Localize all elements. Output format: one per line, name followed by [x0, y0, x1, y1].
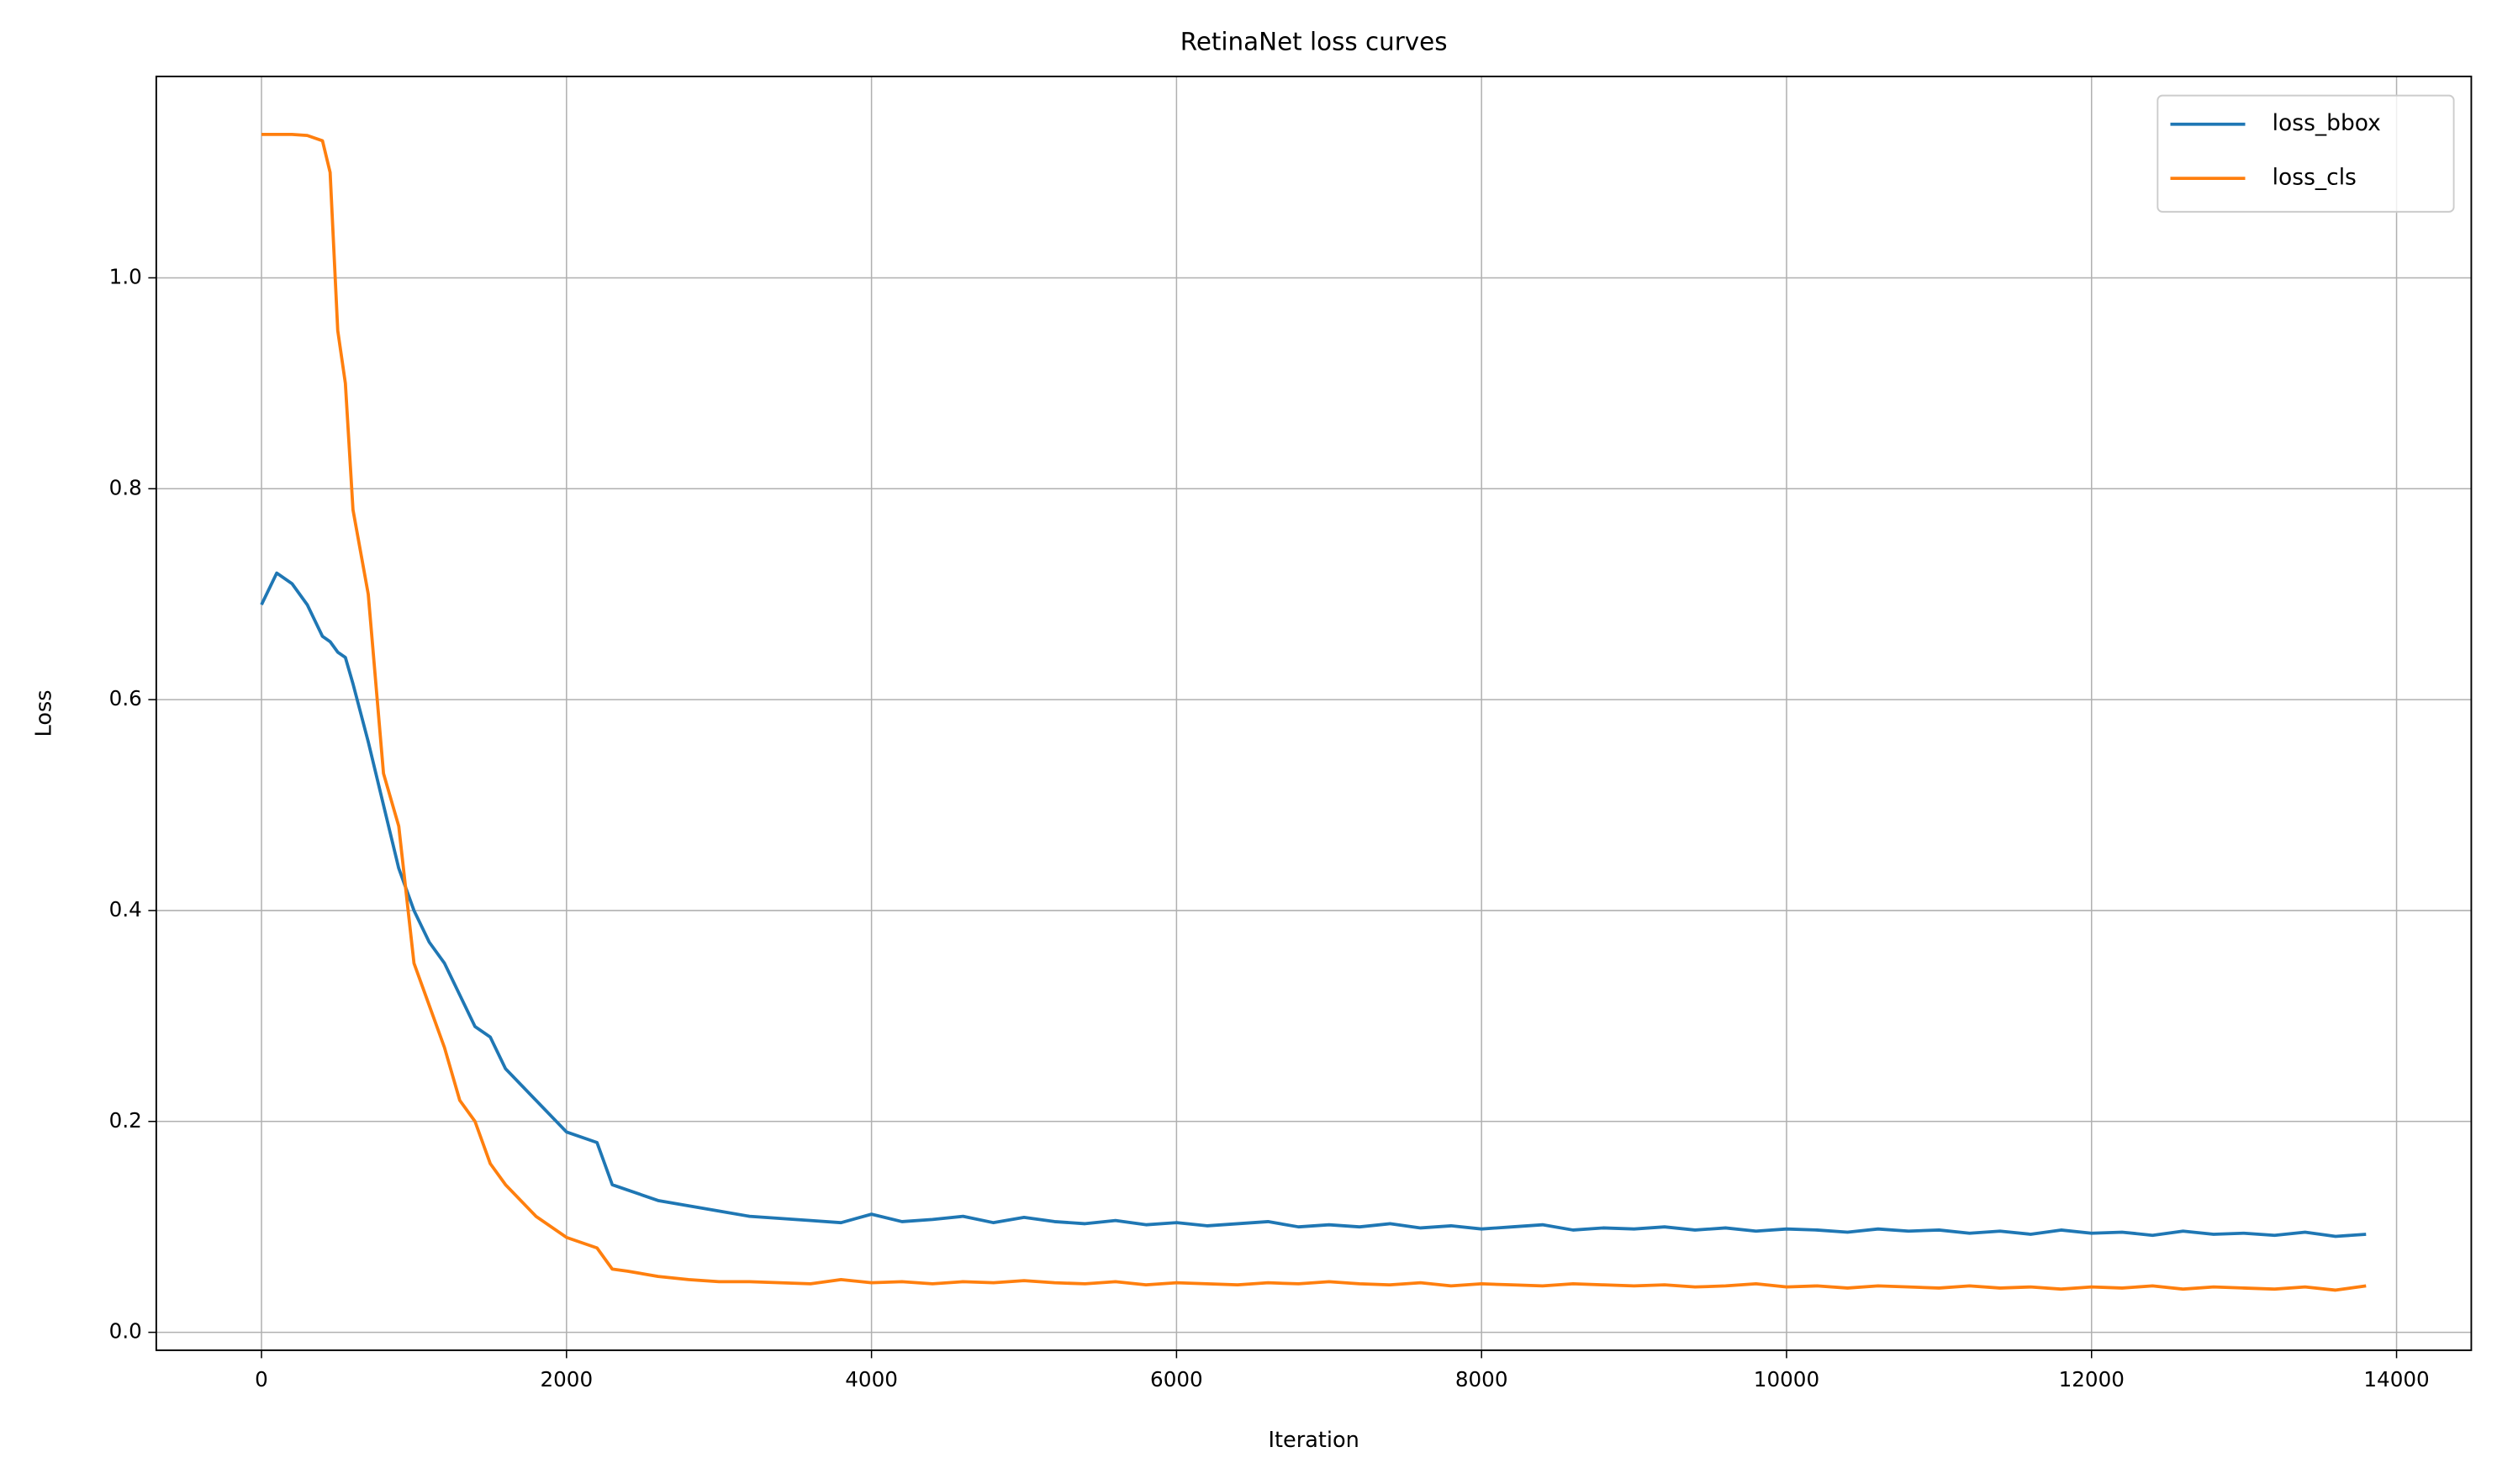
legend-label: loss_cls [2273, 165, 2357, 191]
x-tick-label: 0 [255, 1367, 268, 1392]
y-tick-label: 1.0 [109, 264, 142, 288]
legend-label: loss_bbox [2273, 110, 2381, 136]
x-tick-label: 6000 [1150, 1367, 1203, 1392]
x-tick-label: 2000 [540, 1367, 593, 1392]
x-tick-label: 10000 [1754, 1367, 1819, 1392]
x-tick-label: 8000 [1455, 1367, 1508, 1392]
y-axis-label: Loss [31, 689, 56, 737]
line-series [261, 132, 2367, 1292]
y-tick-label: 0.2 [109, 1108, 142, 1133]
x-tick-label: 14000 [2363, 1367, 2429, 1392]
y-tick-label: 0.8 [109, 475, 142, 499]
x-tick-label: 4000 [845, 1367, 898, 1392]
plot-frame [155, 75, 2473, 1351]
y-tick-label: 0.6 [109, 686, 142, 710]
x-tick-label: 12000 [2059, 1367, 2125, 1392]
chart-title: RetinaNet loss curves [1180, 28, 1448, 56]
y-tick-label: 0.0 [109, 1319, 142, 1344]
x-axis-label: Iteration [1268, 1428, 1359, 1453]
y-tick-label: 0.4 [109, 897, 142, 922]
line-series [260, 571, 2367, 1238]
